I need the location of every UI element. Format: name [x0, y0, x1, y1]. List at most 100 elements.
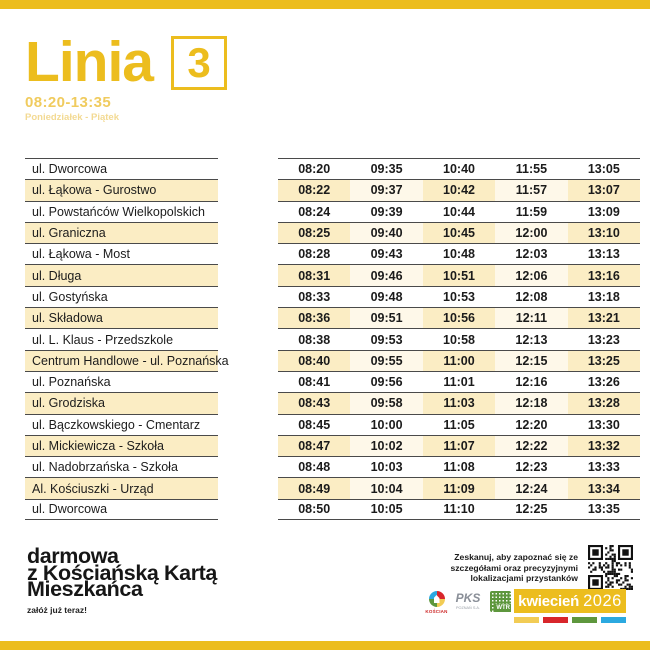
- time-cell: 11:01: [443, 375, 475, 390]
- time-cell: 09:46: [350, 265, 423, 286]
- stop-name-cell: ul. Poznańska: [25, 370, 218, 392]
- time-cell: 09:58: [350, 393, 423, 414]
- time-cell: 09:56: [370, 375, 403, 390]
- line-number-badge: 3: [171, 35, 228, 90]
- times-block: 08:43 09:58 11:03 12:18 13:28: [278, 392, 641, 414]
- time-cell: 12:25: [515, 502, 548, 517]
- time-cell: 10:56: [422, 308, 496, 329]
- time-cell: 12:08: [515, 289, 548, 304]
- time-cell: 13:32: [567, 435, 641, 457]
- stop-name-cell: Al. Kościuszki - Urząd: [25, 477, 218, 499]
- service-hours: 08:20-13:35: [25, 94, 112, 111]
- time-cell: 13:23: [587, 332, 620, 347]
- times-block: 08:22 09:37 10:42 11:57 13:07: [278, 179, 641, 201]
- time-cell: 08:24: [298, 204, 331, 219]
- times-block: 08:38 09:53 10:58 12:13 13:23: [278, 328, 640, 349]
- header: Linia 3 08:20-13:35 Poniedziałek - Piąte…: [25, 30, 228, 123]
- promo-subtext: załóż już teraz!: [27, 604, 87, 615]
- time-cell: 13:18: [587, 289, 620, 304]
- table-row: Centrum Handlowe - ul. Poznańska 08:40 09:…: [25, 349, 641, 371]
- table-row: ul. Dworcowa 08:20 09:35 10:40 11:55 13:05: [25, 158, 640, 179]
- times-block: 08:49 10:04 11:09 12:24 13:34: [278, 477, 641, 499]
- time-cell: 12:00: [495, 222, 568, 244]
- column-gap: [218, 286, 278, 307]
- time-cell: 10:45: [422, 222, 496, 244]
- time-cell: 10:58: [443, 332, 475, 347]
- bottom-accent-bar: [0, 641, 650, 650]
- time-cell: 13:16: [567, 265, 641, 286]
- stop-name-cell: ul. Gostyńska: [25, 285, 218, 307]
- column-gap: [218, 392, 278, 413]
- times-block: 08:33 09:48 10:53 12:08 13:18: [278, 285, 640, 307]
- time-cell: 08:20: [298, 162, 331, 177]
- time-cell: 12:18: [495, 393, 568, 414]
- times-block: 08:41 09:56 11:01 12:16 13:26: [278, 370, 640, 392]
- times-block: 08:25 09:40 10:45 12:00 13:10: [278, 221, 641, 244]
- time-cell: 08:48: [298, 460, 331, 475]
- time-cell: 12:11: [495, 308, 568, 329]
- time-cell: 09:39: [370, 204, 403, 219]
- time-cell: 11:07: [422, 435, 496, 457]
- times-block: 08:45 10:00 11:05 12:20 13:30: [278, 413, 640, 435]
- line-number: 3: [187, 38, 211, 86]
- promo-line: z Kościańską Kartą: [27, 560, 217, 585]
- time-cell: 08:49: [278, 478, 351, 499]
- column-gap: [218, 456, 278, 477]
- time-cell: 08:22: [278, 180, 351, 201]
- time-cell: 09:35: [370, 162, 403, 177]
- table-row: Al. Kościuszki - Urząd 08:49 10:04 11:09 12:…: [25, 477, 641, 499]
- stop-name-cell: ul. Nadobrzańska - Szkoła: [25, 456, 218, 477]
- time-cell: 11:00: [422, 350, 496, 371]
- time-cell: 13:26: [587, 375, 620, 390]
- wtr-logo-text: WTR: [494, 604, 511, 612]
- time-cell: 08:28: [298, 247, 331, 262]
- stop-name-cell: ul. L. Klaus - Przedszkole: [25, 328, 218, 349]
- promo-line: Mieszkańca: [27, 577, 143, 601]
- time-cell: 10:51: [422, 265, 496, 286]
- color-bar-yellow: [514, 617, 539, 623]
- time-cell: 10:05: [370, 502, 403, 517]
- times-block: 08:36 09:51 10:56 12:11 13:21: [278, 307, 641, 329]
- service-days: Poniedziałek - Piątek: [25, 112, 119, 123]
- time-cell: 10:42: [422, 180, 496, 201]
- pks-logo: PKS POZNAŃ S.A.: [455, 591, 481, 610]
- time-cell: 08:50: [298, 502, 331, 517]
- table-row: ul. Mickiewicza - Szkoła 08:47 10:02 11:07 1…: [25, 434, 641, 457]
- time-cell: 10:48: [443, 247, 475, 262]
- line-name-title: Linia: [25, 30, 154, 94]
- table-row: ul. L. Klaus - Przedszkole 08:38 09:53 10:5…: [25, 328, 640, 349]
- time-cell: 09:37: [350, 180, 423, 201]
- time-cell: 13:25: [567, 350, 641, 371]
- time-cell: 13:09: [587, 204, 620, 219]
- time-cell: 09:55: [350, 350, 423, 371]
- month-color-bars: [514, 617, 626, 623]
- table-row: ul. Poznańska 08:41 09:56 11:01 12:16 13:26: [25, 370, 640, 392]
- time-cell: 12:20: [515, 417, 548, 432]
- time-cell: 13:34: [567, 478, 641, 499]
- month-badge: kwiecień 2026: [514, 589, 626, 613]
- time-cell: 11:09: [422, 478, 496, 499]
- time-cell: 08:47: [278, 435, 351, 457]
- pks-logo-subtext: POZNAŃ S.A.: [455, 606, 481, 610]
- color-bar-blue: [601, 617, 626, 623]
- time-cell: 13:28: [567, 393, 641, 414]
- time-cell: 13:05: [587, 162, 620, 177]
- time-cell: 13:30: [587, 417, 620, 432]
- column-gap: [218, 328, 278, 349]
- stop-name-cell: ul. Graniczna: [25, 221, 218, 244]
- time-cell: 13:07: [567, 180, 641, 201]
- table-row: ul. Składowa 08:36 09:51 10:56 12:11 13:21: [25, 307, 641, 329]
- qr-code: [588, 545, 633, 590]
- column-gap: [218, 222, 278, 243]
- promo-text: darmowa z Kościańską Kartą Mieszkańca za…: [27, 544, 217, 615]
- qr-instruction-text: Zeskanuj, aby zapoznać się ze szczegółam…: [450, 552, 578, 584]
- column-gap: [218, 435, 278, 456]
- qr-instruction-line: lokalizacjami przystanków: [470, 573, 578, 584]
- koscian-logo-icon: [428, 591, 445, 607]
- promo-line: darmowa: [27, 544, 119, 568]
- stop-name-cell: ul. Dworcowa: [25, 158, 218, 179]
- qr-instruction-line: Zeskanuj, aby zapoznać się ze: [454, 552, 578, 562]
- times-block: 08:24 09:39 10:44 11:59 13:09: [278, 200, 640, 222]
- stop-name-cell: ul. Łąkowa - Gurostwo: [25, 179, 218, 201]
- time-cell: 08:41: [298, 375, 331, 390]
